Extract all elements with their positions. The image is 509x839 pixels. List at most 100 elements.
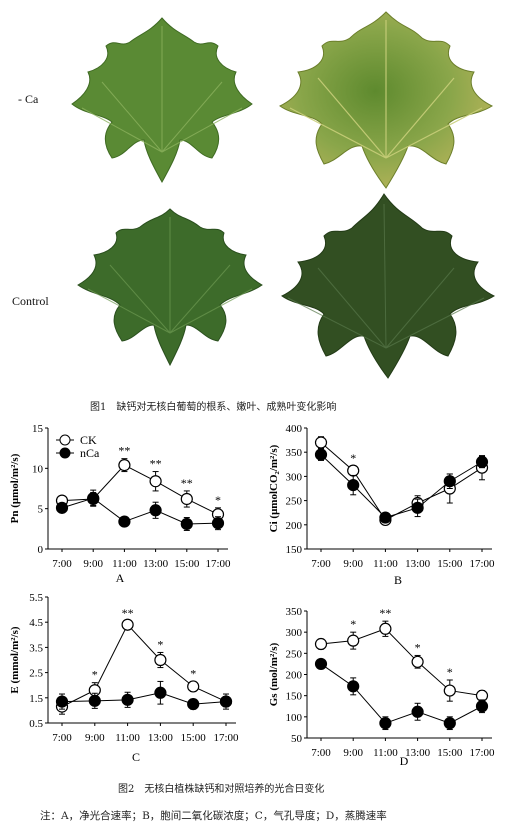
y-tick-label: 250 xyxy=(286,496,303,508)
legend-marker xyxy=(59,447,71,459)
y-axis-label: E (mmol/m²/s) xyxy=(9,626,21,693)
significance-mark: ** xyxy=(118,444,130,458)
y-tick-label: 5.5 xyxy=(29,592,43,604)
panel-label-b: B xyxy=(394,573,402,587)
data-point-nca xyxy=(411,501,424,514)
significance-mark: ** xyxy=(379,606,391,620)
data-point-nca xyxy=(379,511,392,524)
x-tick-label: 17:00 xyxy=(469,747,495,759)
significance-mark: * xyxy=(350,617,356,631)
y-tick-label: 50 xyxy=(291,733,303,745)
significance-mark: * xyxy=(447,665,453,679)
y-tick-label: 5 xyxy=(38,504,44,516)
x-tick-label: 15:00 xyxy=(437,558,463,570)
data-point-nca xyxy=(475,455,489,468)
x-tick-label: 13:00 xyxy=(148,732,174,744)
leaf-photo-control-young xyxy=(77,208,263,367)
series-line-nca xyxy=(61,497,219,525)
data-point-ck xyxy=(314,637,328,651)
x-tick-label: 13:00 xyxy=(405,747,431,759)
x-tick-label: 17:00 xyxy=(205,558,231,570)
data-point-nca xyxy=(314,448,328,461)
y-tick-label: 10 xyxy=(32,463,44,475)
data-point-ck xyxy=(121,618,134,631)
leaf-photo-minus-ca-young xyxy=(71,17,253,184)
y-axis-label: Ci (μmolCO₂/m²/s) xyxy=(268,444,280,532)
significance-mark: * xyxy=(215,493,221,507)
y-tick-label: 200 xyxy=(286,670,303,682)
x-tick-label: 13:00 xyxy=(405,558,431,570)
significance-mark: * xyxy=(92,668,98,682)
data-point-ck xyxy=(347,464,360,477)
y-tick-label: 0 xyxy=(38,544,44,556)
figure-1-caption: 图1 缺钙对无核白葡萄的根系、嫩叶、成熟叶变化影响 xyxy=(90,402,337,413)
x-tick-label: 7:00 xyxy=(311,747,331,759)
data-point-nca xyxy=(475,700,489,713)
x-tick-label: 7:00 xyxy=(311,558,331,570)
y-tick-label: 3.5 xyxy=(29,642,43,654)
series-line-ck xyxy=(61,464,219,515)
y-axis-label: Gs (mol/m²/s) xyxy=(268,642,280,706)
row-label-control: Control xyxy=(12,294,49,308)
data-point-ck xyxy=(347,634,360,647)
y-tick-label: 150 xyxy=(286,544,303,556)
y-tick-label: 350 xyxy=(286,606,303,618)
x-tick-label: 9:00 xyxy=(343,558,363,570)
significance-mark: * xyxy=(350,451,356,465)
data-point-nca xyxy=(443,717,456,730)
data-point-ck xyxy=(379,622,392,635)
y-tick-label: 1.5 xyxy=(29,693,43,705)
y-axis-label: Pn (μmol/m²/s) xyxy=(9,453,21,523)
y-tick-label: 350 xyxy=(286,447,303,459)
x-tick-label: 7:00 xyxy=(52,558,72,570)
leaf-photo-control-mature xyxy=(281,193,496,379)
data-point-ck xyxy=(180,492,193,506)
data-point-nca xyxy=(411,705,424,718)
y-tick-label: 400 xyxy=(286,423,303,435)
x-tick-label: 15:00 xyxy=(174,558,200,570)
row-label-minus-ca: - Ca xyxy=(18,92,39,106)
series-line-nca xyxy=(320,454,483,519)
data-point-nca xyxy=(347,479,360,492)
series-line-ck xyxy=(61,623,227,708)
data-point-ck xyxy=(149,475,162,488)
data-point-ck xyxy=(154,653,167,667)
y-tick-label: 15 xyxy=(32,423,44,435)
chart-panel-d: 50 100 150 200 250 300 350 7:00 9:00 11:00 13:00 15… xyxy=(268,606,495,768)
data-point-nca xyxy=(149,504,162,517)
data-point-nca xyxy=(121,693,134,706)
x-tick-label: 11:00 xyxy=(112,558,137,570)
series-line-ck xyxy=(320,628,483,697)
data-point-nca xyxy=(443,475,456,488)
significance-mark: * xyxy=(157,637,163,651)
figure-1: - Ca Control xyxy=(12,11,496,413)
chart-panel-a: 0 5 10 15 7:00 9:00 11:00 13:00 15:00 17:00 Pn (μm… xyxy=(9,423,231,585)
chart-panel-c: 0.5 1.5 2.5 3.5 4.5 5.5 7:00 9:00 11:00 13:00 15:0… xyxy=(9,592,239,764)
data-point-nca xyxy=(88,694,101,707)
y-tick-label: 300 xyxy=(286,627,303,639)
data-point-nca xyxy=(154,686,167,699)
panel-label-c: C xyxy=(132,750,140,764)
x-tick-label: 7:00 xyxy=(52,732,72,744)
data-point-nca xyxy=(118,515,131,528)
panel-label-d: D xyxy=(400,754,409,768)
y-tick-label: 150 xyxy=(286,691,303,703)
y-tick-label: 300 xyxy=(286,471,303,483)
chart-panel-b: 150 200 250 300 350 400 7:00 9:00 11:00 13:00 15:0… xyxy=(268,423,495,587)
significance-mark: * xyxy=(190,666,196,680)
data-point-nca xyxy=(379,717,392,730)
x-tick-label: 15:00 xyxy=(437,747,463,759)
data-point-ck xyxy=(118,459,131,472)
data-point-ck xyxy=(443,684,456,697)
data-point-nca xyxy=(347,680,360,693)
x-tick-label: 17:00 xyxy=(213,732,239,744)
significance-mark: * xyxy=(415,640,421,654)
x-tick-label: 11:00 xyxy=(373,747,398,759)
data-point-ck xyxy=(411,655,424,668)
legend-label-ck: CK xyxy=(80,433,97,447)
significance-mark: ** xyxy=(181,476,193,490)
figure-2-note: 注：A，净光合速率；B，胞间二氧化碳浓度；C，气孔导度；D，蒸腾速率 xyxy=(40,810,387,822)
x-tick-label: 11:00 xyxy=(373,558,398,570)
data-point-nca xyxy=(187,698,200,711)
x-tick-label: 13:00 xyxy=(143,558,169,570)
